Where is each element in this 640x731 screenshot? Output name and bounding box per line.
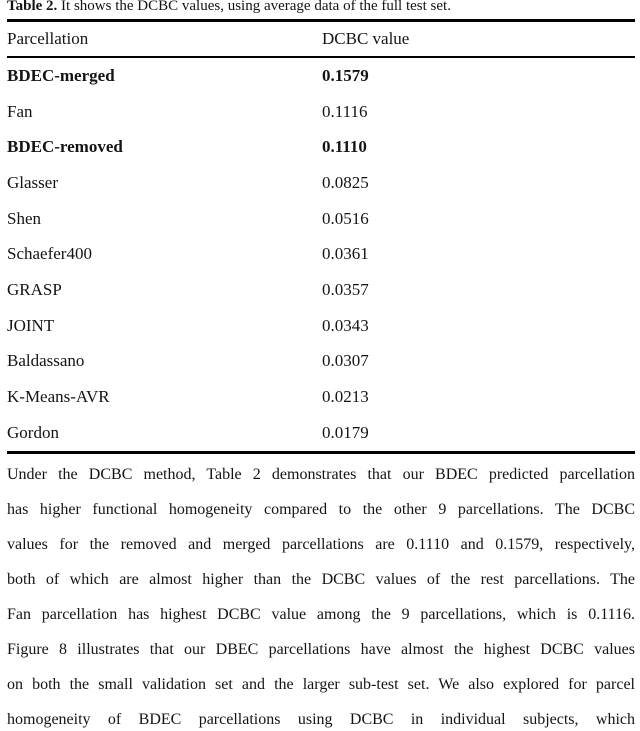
column-header-dcbc-value: DCBC value xyxy=(322,29,410,48)
paragraph-line: Under the DCBC method, Table 2 demonstra… xyxy=(7,465,635,483)
parcellation-name: BDEC-merged xyxy=(7,65,115,85)
parcellation-name: JOINT xyxy=(7,315,55,335)
table-row: GRASP 0.0357 xyxy=(7,272,635,308)
table-row: K-Means-AVR 0.0213 xyxy=(7,379,635,415)
paragraph-line: on both the small validation set and the… xyxy=(7,675,635,693)
table-caption-label: Table 2. xyxy=(7,0,58,14)
parcellation-name: Glasser xyxy=(7,172,58,192)
dcbc-value: 0.0179 xyxy=(322,422,369,442)
dcbc-value: 0.1116 xyxy=(322,101,368,121)
dcbc-value: 0.0307 xyxy=(322,351,369,371)
paragraph-line: values for the removed and merged parcel… xyxy=(7,535,635,553)
table-row: Gordon 0.0179 xyxy=(7,415,635,451)
dcbc-value: 0.0825 xyxy=(322,172,369,192)
parcellation-name: Fan xyxy=(7,101,33,121)
dcbc-value: 0.0361 xyxy=(322,244,369,264)
table-row: Fan 0.1116 xyxy=(7,94,635,130)
table-row: Glasser 0.0825 xyxy=(7,165,635,201)
parcellation-name: Gordon xyxy=(7,422,59,442)
table-caption-text: It shows the DCBC values, using average … xyxy=(57,0,451,14)
dcbc-value: 0.1110 xyxy=(322,137,367,157)
parcellation-name: Shen xyxy=(7,208,41,228)
dcbc-table: Parcellation DCBC value BDEC-merged 0.15… xyxy=(7,19,635,454)
paragraph-line: both of which are almost higher than the… xyxy=(7,570,635,588)
dcbc-value: 0.0516 xyxy=(322,208,369,228)
table-row: BDEC-removed 0.1110 xyxy=(7,129,635,165)
table-row: JOINT 0.0343 xyxy=(7,308,635,344)
dcbc-value: 0.0343 xyxy=(322,315,369,335)
parcellation-name: GRASP xyxy=(7,279,62,299)
paragraph-line: Fan parcellation has highest DCBC value … xyxy=(7,605,635,623)
parcellation-name: Schaefer400 xyxy=(7,244,92,264)
table-caption: Table 2. It shows the DCBC values, using… xyxy=(7,0,635,16)
table-row: Schaefer400 0.0361 xyxy=(7,236,635,272)
paragraph-line: Figure 8 illustrates that our DBEC parce… xyxy=(7,640,635,658)
table-body: BDEC-merged 0.1579 Fan 0.1116 BDEC-remov… xyxy=(7,58,635,451)
parcellation-name: Baldassano xyxy=(7,351,85,371)
dcbc-value: 0.0213 xyxy=(322,387,369,407)
dcbc-value: 0.0357 xyxy=(322,279,369,299)
table-row: BDEC-merged 0.1579 xyxy=(7,58,635,94)
table-header-row: Parcellation DCBC value xyxy=(7,22,635,58)
parcellation-name: K-Means-AVR xyxy=(7,387,110,407)
dcbc-value: 0.1579 xyxy=(322,65,369,85)
column-header-parcellation: Parcellation xyxy=(7,29,89,48)
paragraph-line: has higher functional homogeneity compar… xyxy=(7,500,635,518)
body-paragraph: Under the DCBC method, Table 2 demonstra… xyxy=(7,457,635,731)
table-row: Shen 0.0516 xyxy=(7,201,635,237)
paragraph-line: homogeneity of BDEC parcellations using … xyxy=(7,710,635,728)
parcellation-name: BDEC-removed xyxy=(7,137,123,157)
table-row: Baldassano 0.0307 xyxy=(7,344,635,380)
